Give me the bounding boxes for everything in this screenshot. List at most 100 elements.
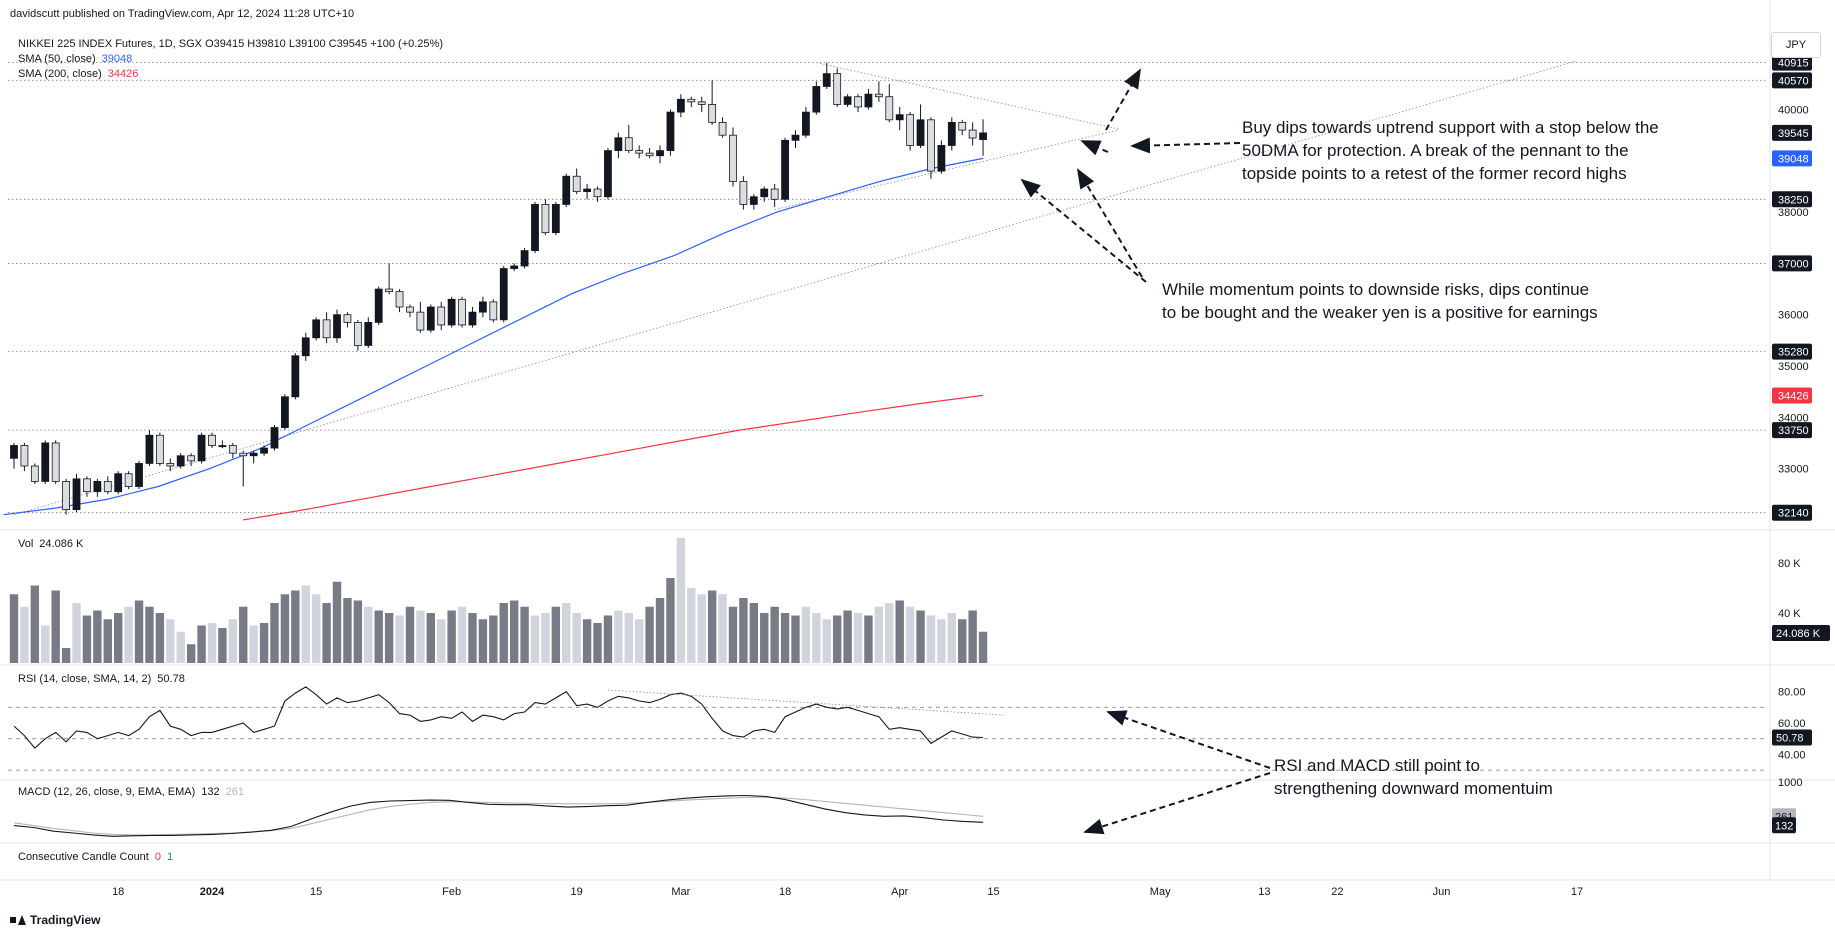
volume-bar [259, 623, 269, 663]
volume-bar [207, 623, 217, 663]
sma200-line [243, 394, 984, 521]
candle-body [968, 129, 977, 139]
tradingview-logo[interactable]: TradingView [10, 913, 100, 927]
volume-bar [364, 606, 373, 663]
sma50-line [3, 157, 984, 516]
candle-82 [864, 89, 873, 110]
vol-value-label: 24.086 K [1776, 628, 1821, 640]
volume-bar [530, 615, 540, 663]
volume-bar [947, 613, 956, 663]
volume-bar [801, 606, 811, 663]
candle-body [51, 442, 60, 482]
candle-28 [301, 332, 310, 361]
volume-bar [760, 613, 769, 663]
candle-61 [645, 148, 654, 159]
sma200-value: 34426 [107, 68, 139, 80]
volume-bar [905, 606, 915, 663]
candle-55 [583, 183, 591, 200]
annotation-arrow-0 [1130, 137, 1241, 154]
annotation-arrow-6 [1083, 772, 1271, 835]
volume-bar [301, 585, 310, 663]
candle-body [979, 132, 987, 140]
candle-33 [353, 319, 362, 351]
price-label-3: 39048 [1778, 153, 1809, 165]
volume-bar [197, 625, 206, 663]
ccc-value1: 0 [154, 851, 161, 863]
price-label-2: 39545 [1778, 128, 1809, 140]
time-tick-1: 2024 [200, 886, 225, 898]
candle-body [791, 134, 800, 141]
candle-37 [395, 289, 404, 313]
rsi-legend[interactable]: RSI (14, close, SMA, 14, 2) 50.78 [18, 673, 185, 685]
rsi-tick-2: 40.00 [1778, 749, 1806, 761]
volume-bar [582, 619, 592, 663]
candle-81 [854, 94, 862, 113]
macd-legend[interactable]: MACD (12, 26, close, 9, EMA, EMA) 132 261 [18, 786, 244, 798]
volume-bar [374, 610, 383, 663]
candle-38 [406, 304, 414, 318]
candle-74 [781, 137, 789, 202]
candle-body [10, 445, 18, 459]
sma200-legend[interactable]: SMA (200, close) 34426 [18, 68, 138, 80]
price-label-box-0 [1772, 54, 1812, 71]
rsi-line [13, 686, 984, 749]
candle-body [937, 145, 946, 172]
price-label-box-9 [1772, 504, 1812, 521]
symbol-line: NIKKEI 225 INDEX Futures, 1D, SGX O39415… [18, 38, 443, 50]
price-label-box-5 [1772, 255, 1812, 272]
candle-69 [729, 127, 737, 187]
rsi-value-box [1772, 729, 1812, 746]
candle-body [927, 119, 935, 172]
volume-bar [291, 590, 300, 663]
candle-body [176, 455, 185, 467]
volume-bar [72, 603, 81, 663]
price-label-5: 37000 [1778, 258, 1809, 270]
volume-bar [916, 610, 925, 663]
volume-bar [593, 623, 602, 663]
candle-body [583, 188, 591, 193]
candle-12 [135, 460, 143, 490]
candle-70 [739, 176, 748, 210]
sma50-legend[interactable]: SMA (50, close) 39048 [18, 53, 132, 65]
candle-19 [208, 432, 216, 449]
candle-body [541, 204, 550, 234]
vol-value-box [1772, 625, 1830, 641]
candle-85 [895, 106, 904, 131]
candle-87 [916, 104, 925, 149]
candle-body [697, 101, 706, 105]
candle-50 [531, 201, 539, 254]
volume-bar [426, 613, 435, 663]
candle-15 [166, 458, 175, 472]
candle-body [447, 298, 456, 326]
volume-bar [676, 538, 686, 663]
currency-button[interactable]: JPY [1771, 32, 1821, 58]
candle-5 [62, 478, 70, 515]
volume-bar [176, 631, 185, 663]
candle-75 [791, 130, 800, 149]
candle-body [572, 175, 581, 193]
candle-body [72, 478, 81, 511]
volume-legend[interactable]: Vol 24.086 K [18, 538, 83, 550]
note3-line2: strengthening downward momentuim [1274, 779, 1553, 798]
candle-25 [270, 424, 279, 451]
candle-body [395, 291, 404, 308]
candle-body [499, 268, 508, 321]
candle-body [343, 314, 352, 323]
candle-60 [635, 145, 644, 159]
price-label-8: 33750 [1778, 425, 1809, 437]
candle-body [531, 204, 539, 251]
volume-bar [791, 615, 800, 663]
ccc-legend[interactable]: Consecutive Candle Count 0 1 [18, 851, 173, 863]
macd-signal-line [13, 796, 984, 836]
time-axis: 18 2024 15 Feb 19 Mar 18 Apr 15 May 13 22 Jun 17 [112, 886, 1583, 898]
candle-body [30, 465, 39, 482]
volume-bar [82, 615, 92, 663]
volume-bar [864, 615, 873, 663]
candle-32 [343, 312, 352, 328]
candle-11 [124, 471, 133, 490]
candle-body [249, 452, 258, 457]
candle-body [833, 73, 842, 105]
candle-51 [541, 199, 550, 236]
candle-body [83, 478, 91, 493]
